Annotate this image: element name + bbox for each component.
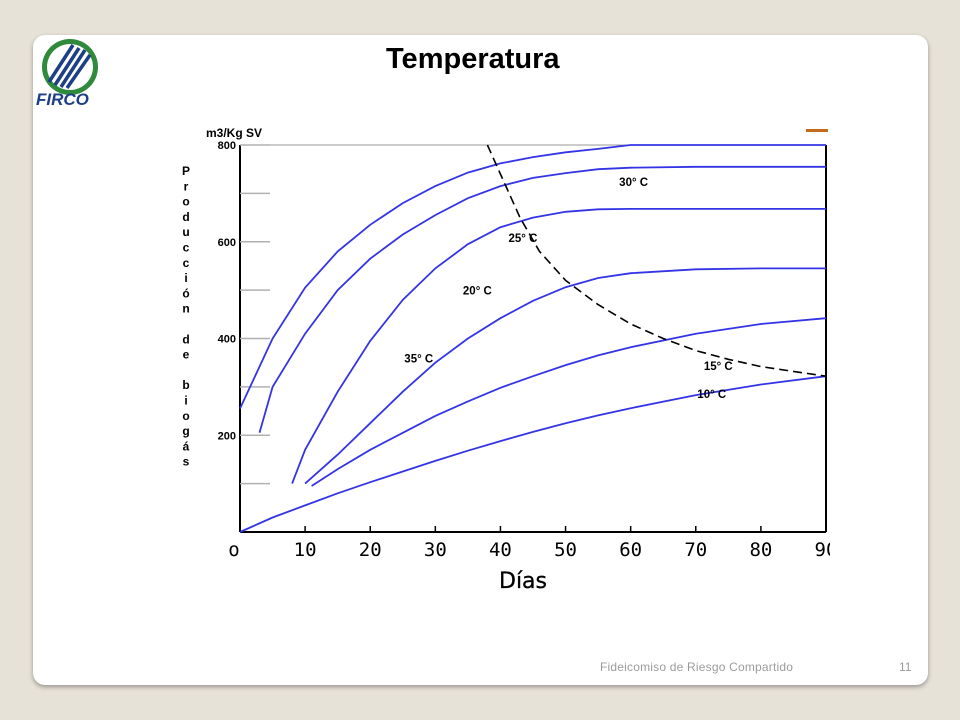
y-axis-label-letter: c (183, 241, 190, 255)
series-line-15c (311, 317, 827, 487)
y-axis-label-letter: i (184, 271, 187, 285)
firco-logo: FIRCO (36, 39, 98, 109)
x-tick-label: 30 (424, 539, 447, 561)
y-axis-label-letter: o (182, 409, 189, 423)
footer-text: Fideicomiso de Riesgo Compartido (600, 660, 794, 674)
series-line-35c (239, 144, 826, 409)
page-number: 11 (899, 660, 912, 674)
x-tick-label: 40 (489, 539, 512, 561)
y-axis-label-letter: d (182, 332, 189, 346)
y-axis-label-letter: r (184, 179, 189, 193)
y-axis-label-letter: b (182, 378, 189, 392)
y-axis-label-letter: u (182, 225, 189, 239)
series-line-30c (258, 165, 826, 434)
x-tick-label: o (228, 539, 239, 561)
y-tick-label: 800 (218, 140, 236, 152)
y-axis-label-letter: e (183, 348, 190, 362)
y-axis-label-letter: i (184, 394, 187, 408)
series-label: 30° C (619, 177, 648, 189)
series-line-10c (239, 375, 827, 533)
y-axis-label-letter: ó (182, 286, 189, 300)
x-tick-label: 70 (684, 539, 707, 561)
series-label: 10° C (697, 389, 726, 401)
slide-title: Temperatura (386, 43, 560, 75)
x-axis-label: Días (499, 569, 547, 594)
series-label: 15° C (704, 361, 733, 373)
series-label: 20° C (463, 285, 492, 297)
x-tick-label: 90 (815, 539, 830, 561)
y-axis-label-letter: s (183, 455, 190, 469)
accent-dash (806, 129, 828, 132)
y-axis-label-letter: P (182, 164, 190, 178)
y-axis-label-letter: c (183, 256, 190, 270)
biogas-temperature-chart: 200400600800o102030405060708090Producció… (182, 126, 830, 594)
series-label: 25° C (508, 233, 537, 245)
y-axis-label-letter: d (182, 210, 189, 224)
x-tick-label: 60 (619, 539, 642, 561)
y-axis-label-letter: á (183, 439, 190, 453)
y-axis-unit-label: m3/Kg SV (206, 126, 262, 140)
x-tick-label: 20 (359, 539, 382, 561)
firco-logo-text: FIRCO (36, 90, 89, 109)
series-line-20c (304, 267, 826, 485)
slide: FIRCO Temperatura 200 400 600 800 o 10 20 30 40 5… (33, 35, 928, 685)
y-axis-label-letter: g (182, 424, 189, 438)
series-line-25c (291, 208, 826, 484)
series-label: 35° C (404, 354, 433, 366)
y-tick-label: 400 (218, 334, 236, 346)
x-tick-label: 50 (554, 539, 577, 561)
y-tick-label: 200 (218, 430, 236, 442)
x-tick-label: 10 (294, 539, 317, 561)
x-tick-label: 80 (749, 539, 772, 561)
y-axis-label-letter: o (182, 195, 189, 209)
firco-logo-emblem (42, 39, 98, 95)
y-tick-label: 600 (218, 237, 236, 249)
y-axis-label-letter: n (182, 302, 189, 316)
